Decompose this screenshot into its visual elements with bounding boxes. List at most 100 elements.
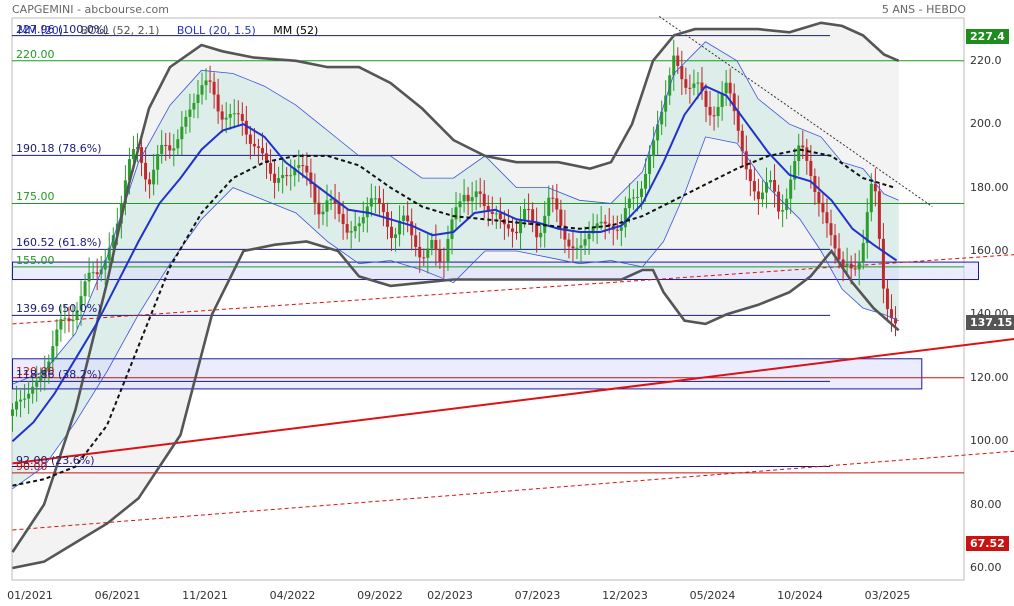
candle-body xyxy=(539,232,543,238)
candle-body xyxy=(446,238,450,263)
candle-body xyxy=(531,209,535,224)
candle-body xyxy=(700,82,704,91)
level-label: 155.00 xyxy=(16,253,55,267)
candle-body xyxy=(894,318,898,324)
candle-body xyxy=(273,173,277,183)
candle-body xyxy=(869,183,873,213)
price-badge-low: 67.52 xyxy=(966,536,1009,552)
candle-body xyxy=(563,225,567,240)
candle-body xyxy=(752,181,756,192)
candle-body xyxy=(676,55,680,66)
zone-rect xyxy=(12,261,979,281)
candle-body xyxy=(551,197,555,199)
candle-body xyxy=(297,165,301,168)
candle-body xyxy=(333,198,337,204)
candle-body xyxy=(684,79,688,88)
candle-body xyxy=(377,198,381,204)
candle-body xyxy=(59,319,63,330)
y-tick-label: 80.00 xyxy=(970,497,1002,511)
candle-body xyxy=(519,220,523,234)
candle-body xyxy=(889,309,893,319)
candle-body xyxy=(414,235,418,247)
y-tick-label: 220.0 xyxy=(970,53,1002,67)
candle-body xyxy=(474,191,478,198)
candle-body xyxy=(615,229,619,231)
candle-body xyxy=(269,163,273,174)
candle-body xyxy=(736,111,740,131)
candle-body xyxy=(728,82,732,94)
x-tick-label: 05/2024 xyxy=(689,589,736,602)
level-label: 92.00 (23.6%) xyxy=(16,453,95,467)
x-tick-label: 09/2022 xyxy=(357,589,403,602)
candle-body xyxy=(75,310,79,320)
candle-body xyxy=(764,182,768,193)
candle-body xyxy=(672,55,676,76)
candle-body xyxy=(91,272,95,274)
candle-body xyxy=(631,197,635,199)
candle-body xyxy=(639,188,643,197)
candle-body xyxy=(55,329,59,347)
candle-body xyxy=(510,228,514,232)
candle-body xyxy=(277,178,281,183)
candle-body xyxy=(212,81,216,95)
candle-body xyxy=(256,146,260,148)
candle-body xyxy=(51,346,55,362)
candle-body xyxy=(527,209,531,211)
candle-body xyxy=(648,156,652,174)
candle-body xyxy=(732,93,736,112)
candle-body xyxy=(785,198,789,211)
mm52-line xyxy=(12,148,895,487)
candle-body xyxy=(873,183,877,192)
candle-body xyxy=(535,223,539,238)
candle-body xyxy=(845,263,849,266)
candle-body xyxy=(744,151,748,170)
candle-body xyxy=(817,192,821,203)
candle-body xyxy=(71,319,75,322)
candle-body xyxy=(329,198,333,201)
candle-body xyxy=(27,393,31,399)
candle-body xyxy=(402,215,406,221)
candle-body xyxy=(422,257,426,259)
candle-body xyxy=(220,111,224,120)
candle-body xyxy=(627,198,631,209)
candle-body xyxy=(809,160,813,176)
candle-body xyxy=(680,65,684,80)
candle-body xyxy=(248,134,252,144)
candle-body xyxy=(35,380,39,387)
candle-body xyxy=(398,220,402,235)
candle-body xyxy=(313,184,317,203)
candle-body xyxy=(244,120,248,135)
candle-body xyxy=(789,179,793,199)
candle-body xyxy=(595,223,599,229)
candle-body xyxy=(515,231,518,234)
candle-body xyxy=(506,224,510,229)
candle-body xyxy=(394,234,398,238)
candle-body xyxy=(265,153,269,164)
candle-body xyxy=(756,191,760,200)
candle-body xyxy=(781,210,785,212)
candle-body xyxy=(418,246,422,258)
candle-body xyxy=(793,161,797,180)
candle-body xyxy=(31,386,35,394)
candle-body xyxy=(821,202,825,213)
candle-body xyxy=(164,144,168,146)
candle-body xyxy=(353,226,357,232)
candle-body xyxy=(67,318,71,322)
candle-body xyxy=(79,296,83,311)
candle-body xyxy=(131,149,135,160)
trendline xyxy=(659,16,933,208)
candle-body xyxy=(708,106,712,116)
candle-body xyxy=(406,215,410,222)
level-label: 139.69 (50.0%) xyxy=(16,302,102,316)
y-tick-label: 200.0 xyxy=(970,117,1002,131)
candle-body xyxy=(83,281,87,297)
boll52-lower-line xyxy=(12,240,900,570)
candle-body xyxy=(228,114,232,118)
candle-body xyxy=(23,398,27,400)
candle-body xyxy=(373,198,377,200)
candle-body xyxy=(196,94,200,103)
x-tick-label: 03/2025 xyxy=(864,589,911,602)
candle-body xyxy=(224,117,228,120)
candle-body xyxy=(341,213,345,225)
candle-body xyxy=(773,179,777,192)
